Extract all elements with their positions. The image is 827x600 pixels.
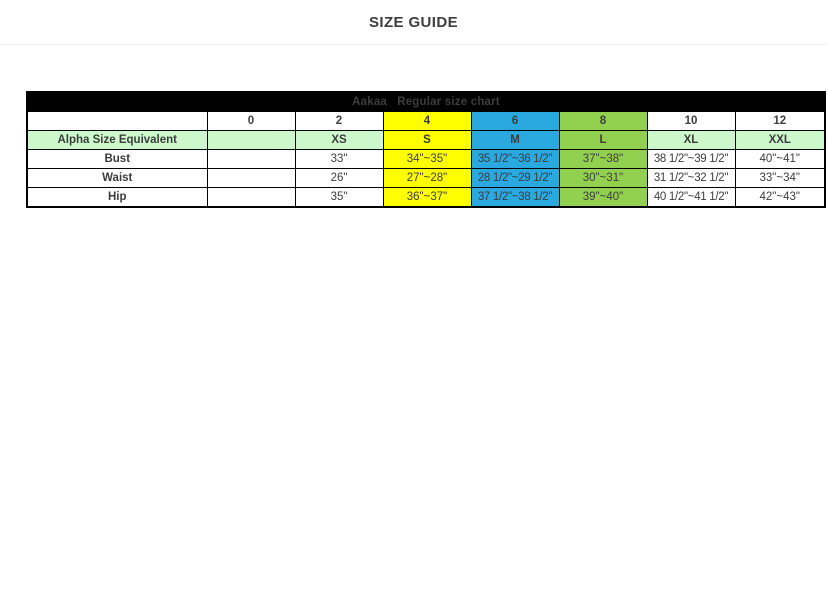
waist-size4: 27"~28" bbox=[382, 168, 472, 188]
alpha-size-label: Alpha Size Equivalent bbox=[26, 130, 208, 150]
bust-size10: 38 1/2"~39 1/2" bbox=[646, 149, 736, 169]
hip-size2: 35" bbox=[294, 187, 384, 208]
alpha-size-xl: XL bbox=[646, 130, 736, 150]
hip-size12: 42"~43" bbox=[734, 187, 826, 208]
hip-size6: 37 1/2"~38 1/2" bbox=[470, 187, 560, 208]
size-col-0: 0 bbox=[206, 111, 296, 131]
size-col-12: 12 bbox=[734, 111, 826, 131]
bust-size2: 33" bbox=[294, 149, 384, 169]
bust-size6: 35 1/2"~36 1/2" bbox=[470, 149, 560, 169]
hip-row: Hip 35" 36"~37" 37 1/2"~38 1/2" 39"~40" … bbox=[26, 187, 826, 208]
alpha-size-row: Alpha Size Equivalent XS S M L XL XXL bbox=[26, 130, 826, 150]
waist-size2: 26" bbox=[294, 168, 384, 188]
page-title: SIZE GUIDE bbox=[368, 13, 458, 31]
waist-size0 bbox=[206, 168, 296, 188]
alpha-size-s: S bbox=[382, 130, 472, 150]
corner-empty-cell bbox=[26, 111, 208, 131]
hip-size8: 39"~40" bbox=[558, 187, 648, 208]
alpha-size-0 bbox=[206, 130, 296, 150]
hip-size10: 40 1/2"~41 1/2" bbox=[646, 187, 736, 208]
bust-size0 bbox=[206, 149, 296, 169]
waist-size8: 30"~31" bbox=[558, 168, 648, 188]
bust-size12: 40"~41" bbox=[734, 149, 826, 169]
bust-row: Bust 33" 34"~35" 35 1/2"~36 1/2" 37"~38"… bbox=[26, 149, 826, 169]
chart-title-row: Aakaa Regular size chart bbox=[26, 91, 826, 112]
waist-size12: 33"~34" bbox=[734, 168, 826, 188]
numeric-size-row: 0 2 4 6 8 10 12 bbox=[26, 111, 826, 131]
alpha-size-l: L bbox=[558, 130, 648, 150]
size-col-4: 4 bbox=[382, 111, 472, 131]
size-chart-table: Aakaa Regular size chart 0 2 4 6 8 10 12… bbox=[26, 91, 826, 208]
waist-size10: 31 1/2"~32 1/2" bbox=[646, 168, 736, 188]
bust-size8: 37"~38" bbox=[558, 149, 648, 169]
waist-size6: 28 1/2"~29 1/2" bbox=[470, 168, 560, 188]
waist-row: Waist 26" 27"~28" 28 1/2"~29 1/2" 30"~31… bbox=[26, 168, 826, 188]
hip-size4: 36"~37" bbox=[382, 187, 472, 208]
size-col-2: 2 bbox=[294, 111, 384, 131]
bust-label: Bust bbox=[26, 149, 208, 169]
alpha-size-m: M bbox=[470, 130, 560, 150]
hip-size0 bbox=[206, 187, 296, 208]
size-col-10: 10 bbox=[646, 111, 736, 131]
titlebar: SIZE GUIDE bbox=[0, 0, 827, 45]
size-col-8: 8 bbox=[558, 111, 648, 131]
hip-label: Hip bbox=[26, 187, 208, 208]
alpha-size-xxl: XXL bbox=[734, 130, 826, 150]
waist-label: Waist bbox=[26, 168, 208, 188]
size-col-6: 6 bbox=[470, 111, 560, 131]
alpha-size-xs: XS bbox=[294, 130, 384, 150]
chart-title: Aakaa Regular size chart bbox=[26, 91, 826, 112]
bust-size4: 34"~35" bbox=[382, 149, 472, 169]
